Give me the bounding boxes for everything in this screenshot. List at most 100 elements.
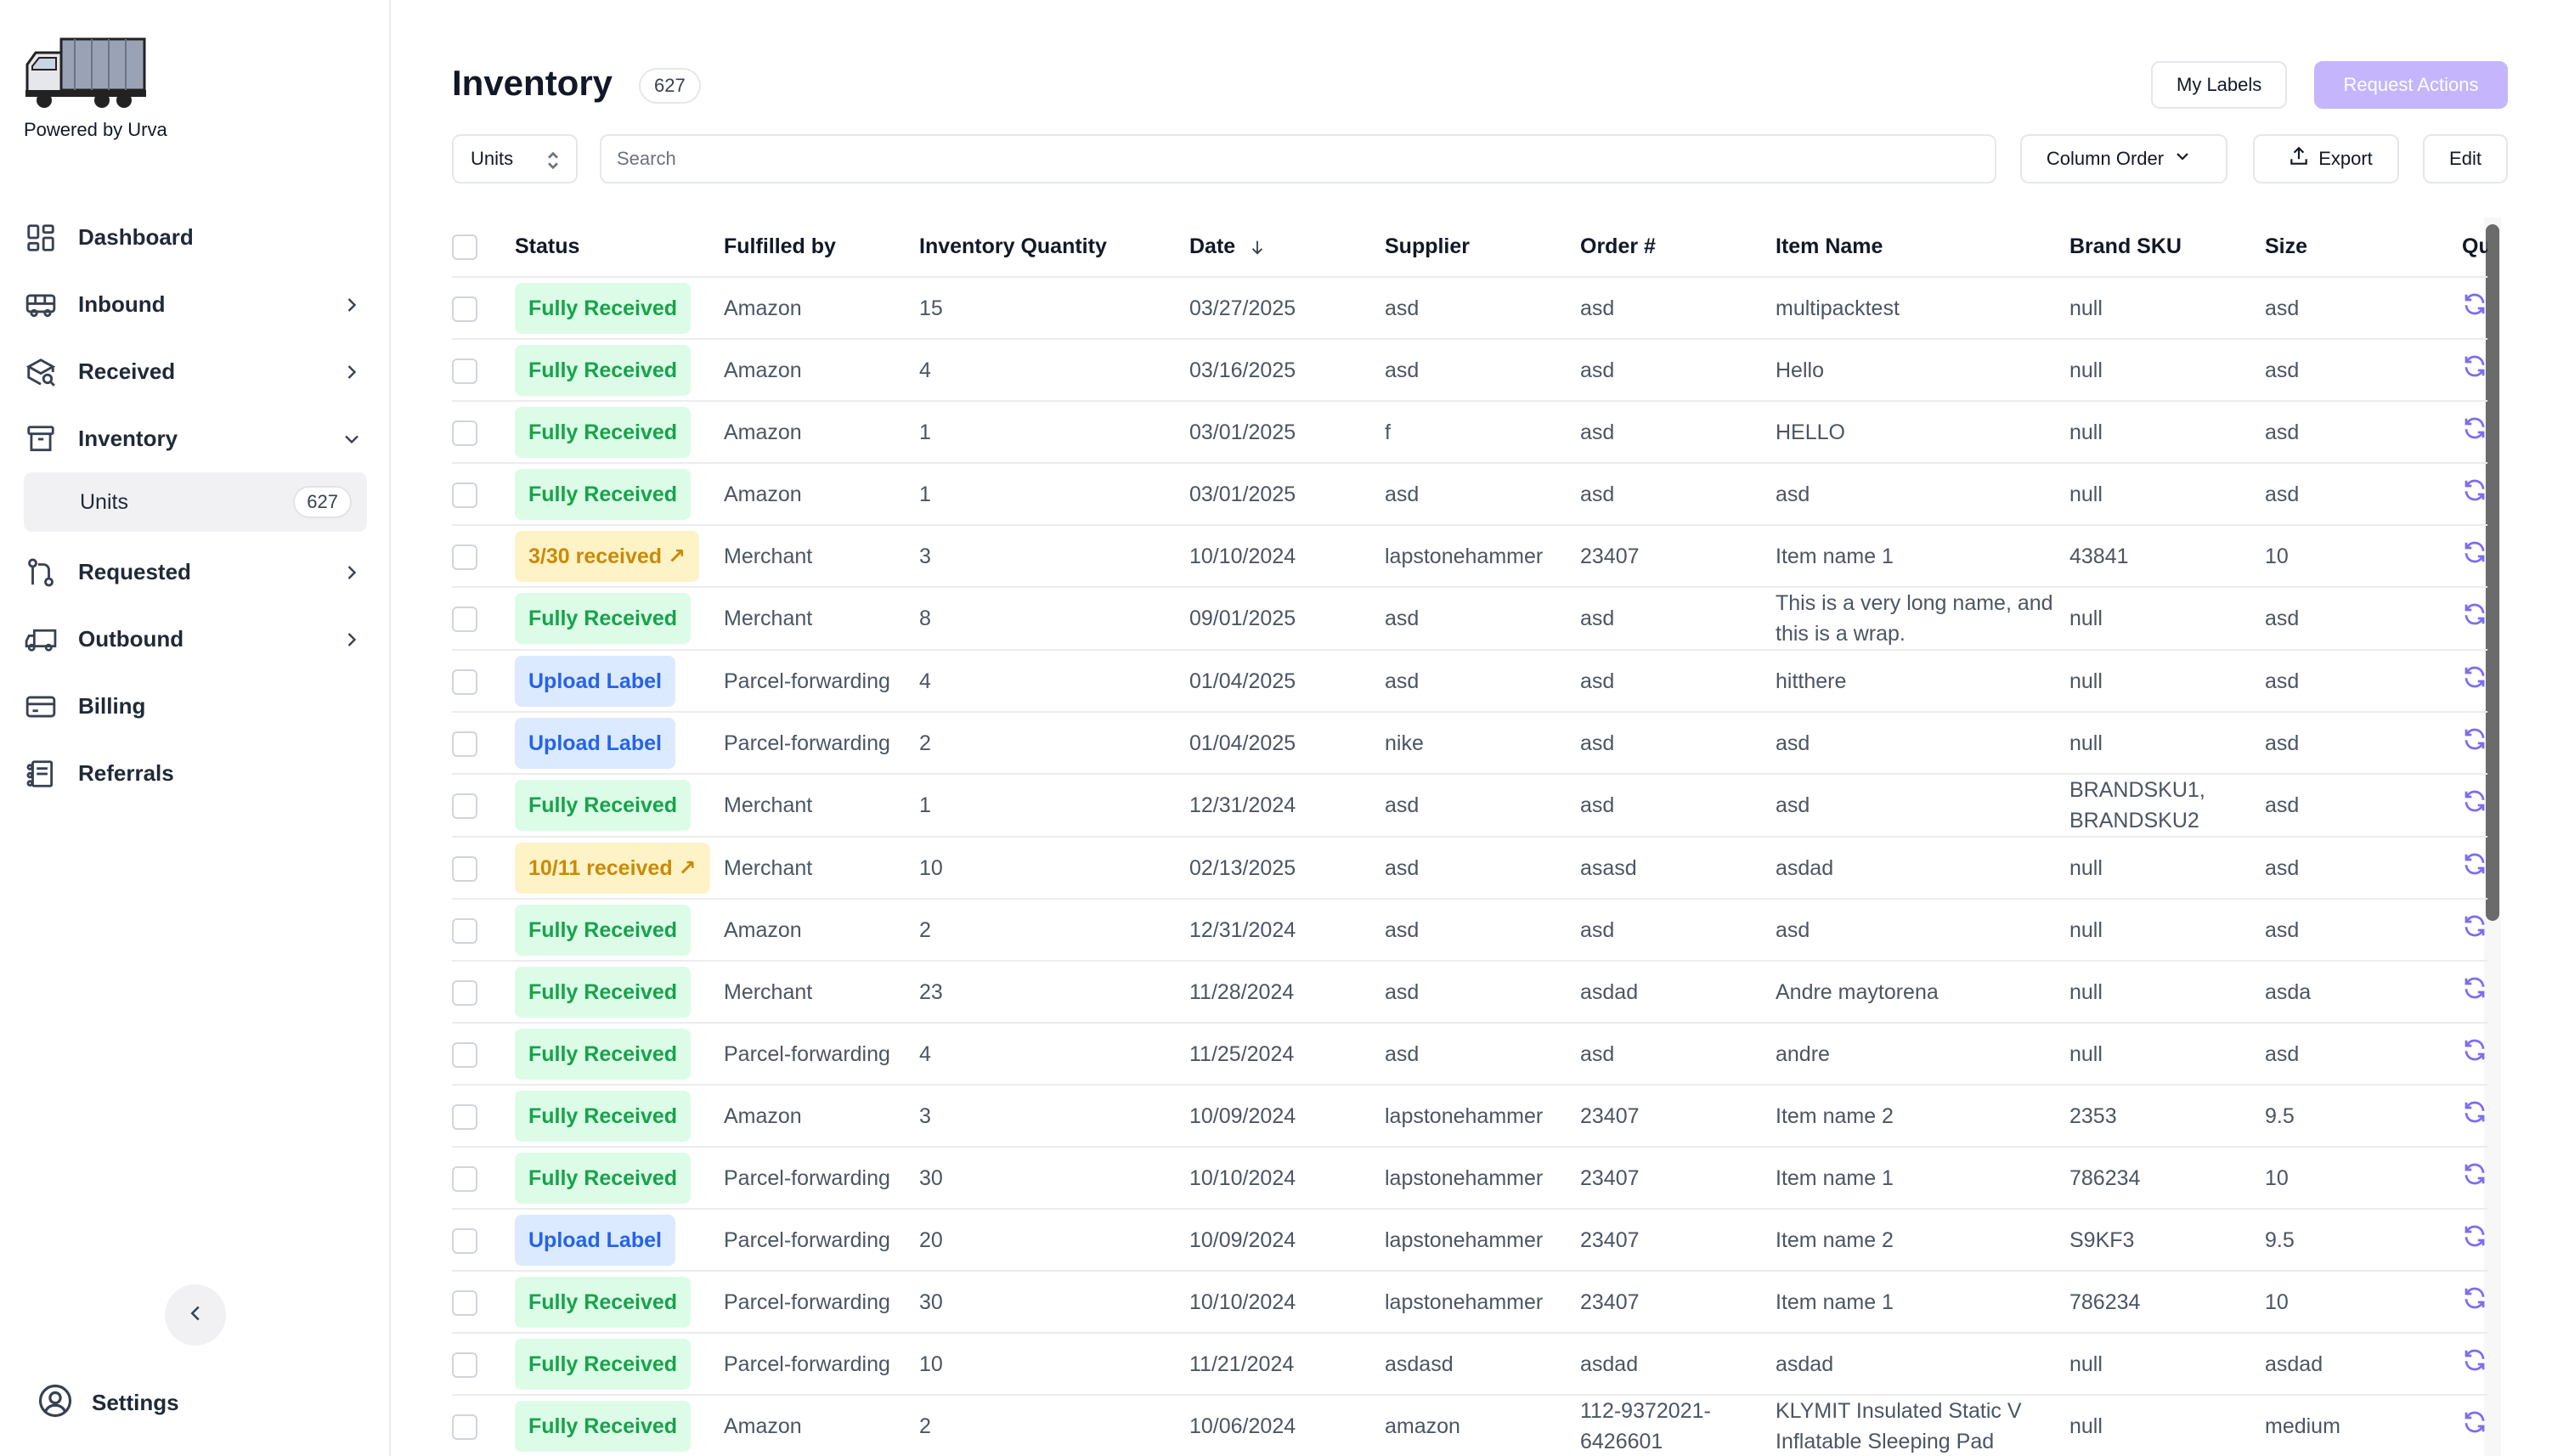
refresh-icon[interactable]	[2462, 601, 2487, 627]
table-row[interactable]: Upload Label Parcel-forwarding 4 01/04/2025…	[452, 650, 2487, 713]
refresh-icon[interactable]	[2462, 291, 2487, 317]
settings-link[interactable]: Settings	[37, 1383, 179, 1423]
header-inventory-quantity[interactable]: Inventory Quantity	[919, 217, 1189, 278]
table-row[interactable]: Fully Received Parcel-forwarding 30 10/10/2…	[452, 1271, 2487, 1334]
status-badge[interactable]: Fully Received	[515, 904, 692, 956]
table-row[interactable]: Fully Received Amazon 4 03/16/2025 asd asd Hel…	[452, 339, 2487, 402]
edit-button[interactable]: Edit	[2423, 134, 2508, 183]
table-row[interactable]: 10/11 received ↗ Merchant 10 02/13/2025 asd a…	[452, 837, 2487, 900]
row-checkbox[interactable]	[452, 855, 477, 882]
refresh-icon[interactable]	[2462, 1409, 2487, 1435]
table-scrollbar[interactable]	[2486, 224, 2499, 921]
table-row[interactable]: Fully Received Merchant 1 12/31/2024 asd asd a…	[452, 774, 2487, 838]
table-row[interactable]: Fully Received Amazon 2 10/06/2024 amazon 112…	[452, 1395, 2487, 1456]
header-size[interactable]: Size	[2265, 217, 2462, 278]
table-row[interactable]: Upload Label Parcel-forwarding 2 01/04/2025…	[452, 712, 2487, 775]
status-badge[interactable]: Fully Received	[515, 406, 692, 458]
status-badge[interactable]: Fully Received	[515, 344, 692, 396]
header-item-name[interactable]: Item Name	[1776, 217, 2069, 278]
refresh-icon[interactable]	[2462, 415, 2487, 441]
header-quantity[interactable]: Qu	[2462, 217, 2487, 278]
status-badge[interactable]: Fully Received	[515, 1401, 692, 1452]
header-select-all[interactable]	[452, 217, 515, 278]
my-labels-button[interactable]: My Labels	[2151, 61, 2288, 109]
refresh-icon[interactable]	[2462, 539, 2487, 565]
row-checkbox[interactable]	[452, 296, 477, 322]
export-button[interactable]: Export	[2253, 134, 2399, 183]
status-badge[interactable]: Fully Received	[515, 282, 692, 334]
status-badge[interactable]: 3/30 received ↗	[515, 530, 699, 582]
table-row[interactable]: Fully Received Amazon 1 03/01/2025 f asd HELLO…	[452, 401, 2487, 464]
refresh-icon[interactable]	[2462, 726, 2487, 752]
row-checkbox[interactable]	[452, 917, 477, 944]
sidebar-item-inbound[interactable]: Inbound	[24, 271, 367, 338]
row-checkbox[interactable]	[452, 358, 477, 384]
status-badge[interactable]: Fully Received	[515, 593, 692, 644]
header-status[interactable]: Status	[515, 217, 724, 278]
status-badge[interactable]: Fully Received	[515, 780, 692, 831]
row-checkbox[interactable]	[452, 669, 477, 695]
table-row[interactable]: Fully Received Merchant 8 09/01/2025 asd asd T…	[452, 587, 2487, 651]
refresh-icon[interactable]	[2462, 975, 2487, 1001]
select-all-checkbox[interactable]	[452, 234, 477, 260]
status-badge[interactable]: Upload Label	[515, 1214, 675, 1266]
status-badge[interactable]: Upload Label	[515, 655, 675, 707]
table-row[interactable]: Fully Received Merchant 23 11/28/2024 asd asd…	[452, 961, 2487, 1024]
row-checkbox[interactable]	[452, 1041, 477, 1068]
refresh-icon[interactable]	[2462, 1099, 2487, 1125]
row-checkbox[interactable]	[452, 793, 477, 820]
refresh-icon[interactable]	[2462, 1285, 2487, 1311]
table-row[interactable]: Fully Received Amazon 3 10/09/2024 lapstoneh…	[452, 1085, 2487, 1148]
status-badge[interactable]: Fully Received	[515, 1338, 692, 1390]
status-badge[interactable]: Fully Received	[515, 1152, 692, 1204]
collapse-sidebar-button[interactable]	[165, 1284, 226, 1346]
refresh-icon[interactable]	[2462, 1161, 2487, 1187]
sidebar-subitem-units[interactable]: Units 627	[24, 472, 367, 532]
header-fulfilled-by[interactable]: Fulfilled by	[724, 217, 919, 278]
sidebar-item-requested[interactable]: Requested	[24, 539, 367, 606]
refresh-icon[interactable]	[2462, 1223, 2487, 1249]
table-row[interactable]: Fully Received Parcel-forwarding 4 11/25/20…	[452, 1023, 2487, 1086]
sidebar-item-referrals[interactable]: Referrals	[24, 740, 367, 807]
row-checkbox[interactable]	[452, 1352, 477, 1378]
refresh-icon[interactable]	[2462, 664, 2487, 690]
units-select[interactable]: Units	[452, 134, 578, 183]
request-actions-button[interactable]: Request Actions	[2314, 61, 2508, 109]
refresh-icon[interactable]	[2462, 1037, 2487, 1063]
refresh-icon[interactable]	[2462, 788, 2487, 814]
table-row[interactable]: Fully Received Amazon 1 03/01/2025 asd asd asd…	[452, 463, 2487, 526]
header-order-number[interactable]: Order #	[1580, 217, 1776, 278]
row-checkbox[interactable]	[452, 731, 477, 757]
table-row[interactable]: Fully Received Parcel-forwarding 30 10/10/2…	[452, 1147, 2487, 1210]
row-checkbox[interactable]	[452, 1103, 477, 1130]
status-badge[interactable]: Fully Received	[515, 468, 692, 520]
status-badge[interactable]: 10/11 received ↗	[515, 842, 710, 894]
sidebar-item-outbound[interactable]: Outbound	[24, 606, 367, 673]
refresh-icon[interactable]	[2462, 353, 2487, 379]
refresh-icon[interactable]	[2462, 851, 2487, 877]
table-row[interactable]: Fully Received Amazon 15 03/27/2025 asd asd mu…	[452, 277, 2487, 340]
sidebar-item-inventory[interactable]: Inventory	[24, 405, 367, 472]
refresh-icon[interactable]	[2462, 1347, 2487, 1373]
status-badge[interactable]: Fully Received	[515, 1090, 692, 1142]
table-row[interactable]: Fully Received Amazon 2 12/31/2024 asd asd asd…	[452, 899, 2487, 962]
row-checkbox[interactable]	[452, 1227, 477, 1254]
refresh-icon[interactable]	[2462, 913, 2487, 939]
status-badge[interactable]: Fully Received	[515, 1028, 692, 1080]
row-checkbox[interactable]	[452, 482, 477, 508]
row-checkbox[interactable]	[452, 607, 477, 633]
column-order-button[interactable]: Column Order	[2020, 134, 2227, 183]
sidebar-item-dashboard[interactable]: Dashboard	[24, 204, 367, 271]
sidebar-item-received[interactable]: Received	[24, 338, 367, 405]
row-checkbox[interactable]	[452, 1290, 477, 1316]
row-checkbox[interactable]	[452, 420, 477, 446]
header-brand-sku[interactable]: Brand SKU	[2069, 217, 2265, 278]
table-row[interactable]: Fully Received Parcel-forwarding 10 11/21/2…	[452, 1333, 2487, 1396]
refresh-icon[interactable]	[2462, 477, 2487, 503]
sidebar-item-billing[interactable]: Billing	[24, 673, 367, 740]
search-input[interactable]	[600, 134, 1996, 183]
status-badge[interactable]: Fully Received	[515, 966, 692, 1018]
row-checkbox[interactable]	[452, 979, 477, 1006]
status-badge[interactable]: Upload Label	[515, 717, 675, 769]
status-badge[interactable]: Fully Received	[515, 1276, 692, 1328]
